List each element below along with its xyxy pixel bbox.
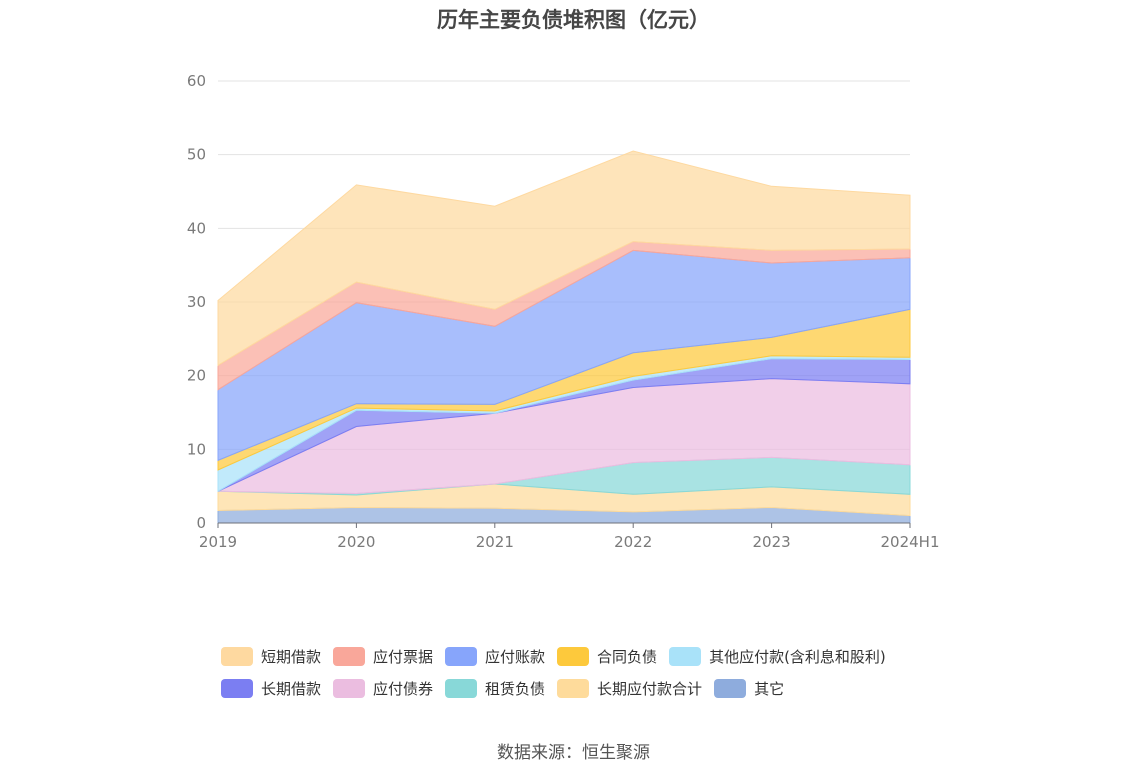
legend: 短期借款 应付票据 应付账款 合同负债 其他应付款(含利息和股利) 长期借款 应付债券 租赁… [221, 640, 981, 704]
legend-label: 应付账款 [485, 647, 546, 666]
x-tick-label: 2020 [337, 533, 375, 551]
x-tick-label: 2022 [614, 533, 652, 551]
legend-item[interactable]: 应付账款 [445, 646, 545, 667]
legend-item[interactable]: 短期借款 [221, 646, 321, 667]
chart-title: 历年主要负债堆积图（亿元） [437, 8, 710, 32]
legend-label: 长期应付款合计 [597, 679, 703, 698]
legend-label: 其他应付款(含利息和股利) [709, 647, 886, 666]
legend-label: 租赁负债 [485, 679, 546, 698]
x-tick-label: 2019 [199, 533, 237, 551]
legend-swatch [669, 646, 702, 666]
y-tick-label: 50 [187, 146, 206, 164]
area-layer [217, 150, 911, 524]
legend-row: 短期借款 应付票据 应付账款 合同负债 其他应付款(含利息和股利) [221, 640, 981, 672]
legend-item[interactable]: 其他应付款(含利息和股利) [669, 646, 886, 667]
x-tick-label: 2021 [476, 533, 514, 551]
legend-swatch [221, 678, 253, 698]
y-tick-label: 0 [196, 514, 206, 532]
legend-label: 合同负债 [597, 647, 658, 666]
legend-item[interactable]: 应付债券 [333, 678, 433, 699]
legend-item[interactable]: 长期借款 [221, 678, 321, 699]
legend-label: 长期借款 [261, 679, 322, 698]
legend-label: 应付票据 [373, 647, 434, 666]
axis-layer: 0 10 20 30 40 50 60 2019 2020 2021 2022 2023 2024H1 [187, 72, 940, 551]
legend-item[interactable]: 应付票据 [333, 646, 433, 667]
x-tick-label: 2024H1 [881, 533, 940, 551]
x-tick-label: 2023 [753, 533, 791, 551]
legend-swatch [445, 646, 478, 666]
legend-item[interactable]: 合同负债 [557, 646, 657, 667]
legend-swatch [221, 646, 253, 666]
legend-item[interactable]: 租赁负债 [445, 678, 545, 699]
legend-label: 其它 [754, 679, 785, 698]
legend-swatch [557, 678, 590, 698]
legend-row: 长期借款 应付债券 租赁负债 长期应付款合计 其它 [221, 672, 981, 704]
y-tick-label: 60 [187, 72, 206, 90]
source-note: 数据来源：恒生聚源 [497, 743, 650, 763]
legend-label: 应付债券 [373, 679, 434, 698]
legend-swatch [333, 646, 366, 666]
legend-swatch [333, 678, 366, 698]
y-tick-label: 10 [187, 440, 206, 458]
legend-swatch [557, 646, 590, 666]
legend-item[interactable]: 其它 [714, 678, 784, 699]
legend-swatch [714, 678, 747, 698]
legend-label: 短期借款 [261, 647, 322, 666]
y-tick-label: 20 [187, 367, 206, 385]
y-tick-label: 40 [187, 219, 206, 237]
area-series[interactable] [217, 150, 911, 367]
legend-swatch [445, 678, 478, 698]
legend-item[interactable]: 长期应付款合计 [557, 678, 702, 699]
y-tick-label: 30 [187, 293, 206, 311]
